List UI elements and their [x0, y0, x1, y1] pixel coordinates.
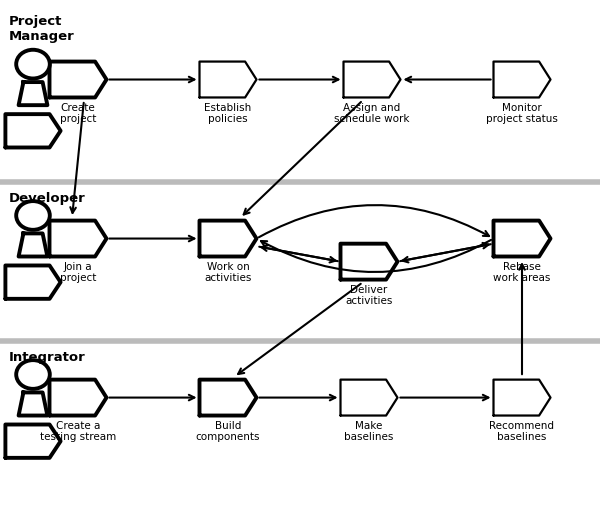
Polygon shape — [493, 62, 551, 97]
Text: Join a
project: Join a project — [60, 262, 96, 283]
Text: Build
components: Build components — [196, 421, 260, 442]
Polygon shape — [493, 380, 551, 416]
Polygon shape — [19, 233, 47, 256]
Circle shape — [16, 201, 50, 230]
Polygon shape — [49, 62, 107, 97]
Circle shape — [16, 360, 50, 389]
Polygon shape — [49, 380, 107, 416]
Polygon shape — [5, 425, 61, 458]
Text: Monitor
project status: Monitor project status — [486, 103, 558, 124]
Polygon shape — [5, 266, 61, 299]
Polygon shape — [341, 244, 398, 280]
Text: Create
project: Create project — [60, 103, 96, 124]
Polygon shape — [199, 221, 257, 256]
Polygon shape — [493, 221, 551, 256]
Circle shape — [16, 50, 50, 78]
Text: Recommend
baselines: Recommend baselines — [490, 421, 554, 442]
Text: Rebase
work areas: Rebase work areas — [493, 262, 551, 283]
Polygon shape — [343, 62, 401, 97]
Text: Create a
testing stream: Create a testing stream — [40, 421, 116, 442]
Polygon shape — [5, 114, 61, 148]
Text: Assign and
schedule work: Assign and schedule work — [334, 103, 410, 124]
Polygon shape — [19, 82, 47, 105]
Text: Integrator: Integrator — [9, 351, 86, 364]
Text: Deliver
activities: Deliver activities — [346, 285, 392, 306]
Polygon shape — [19, 392, 47, 416]
Polygon shape — [341, 380, 398, 416]
Polygon shape — [199, 62, 257, 97]
Text: Project
Manager: Project Manager — [9, 15, 75, 44]
Polygon shape — [49, 221, 107, 256]
Text: Work on
activities: Work on activities — [205, 262, 251, 283]
Text: Developer: Developer — [9, 192, 86, 205]
Text: Establish
policies: Establish policies — [205, 103, 251, 124]
Text: Make
baselines: Make baselines — [344, 421, 394, 442]
Polygon shape — [199, 380, 257, 416]
